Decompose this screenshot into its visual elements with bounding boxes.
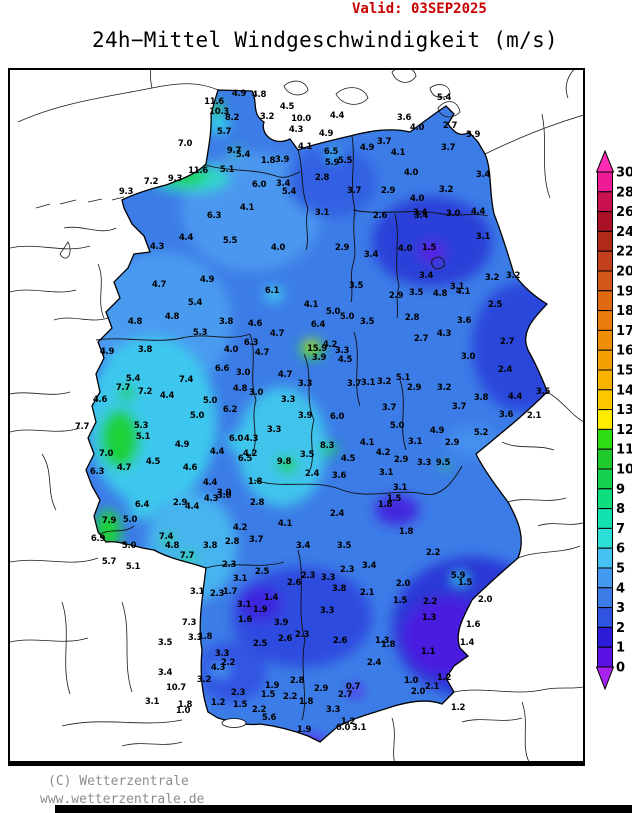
colorbar-segment	[597, 329, 613, 351]
colorbar-tick-label: 16	[616, 344, 632, 359]
map-frame	[8, 68, 585, 766]
berlin-outline	[431, 256, 445, 270]
page-title: 24h−Mittel Windgeschwindigkeit (m/s)	[92, 28, 558, 52]
colorbar-segment	[597, 527, 613, 549]
colorbar-tick-label: 12	[616, 423, 632, 438]
france-borders	[10, 557, 99, 563]
colorbar-tick-label: 13	[616, 403, 632, 418]
colorbar-segment	[597, 369, 613, 391]
colorbar-segment	[597, 211, 613, 232]
colorbar-segment	[597, 428, 613, 450]
colorbar-tick-label: 0	[616, 661, 625, 676]
colorbar-segment	[597, 646, 613, 668]
colorbar-tick-label: 28	[616, 185, 632, 200]
colorbar-segment	[597, 389, 613, 411]
state-borders	[95, 135, 489, 721]
colorbar-tick-label: 22	[616, 245, 632, 260]
switzerland-borders	[61, 719, 183, 727]
colorbar-arrow-up	[595, 149, 615, 173]
colorbar-segment	[597, 626, 613, 648]
colorbar-segment	[597, 349, 613, 371]
colorbar-tick-label: 6	[616, 542, 625, 557]
colorbar-tick-label: 11	[616, 443, 632, 458]
polish-coast	[484, 114, 583, 155]
denmark-coast	[17, 83, 219, 123]
colorbar-segment	[597, 171, 613, 193]
colorbar-tick-label: 3	[616, 601, 625, 616]
colorbar-tick-label: 7	[616, 522, 625, 537]
wadden-islands	[35, 196, 125, 209]
colorbar-segment	[597, 567, 613, 589]
colorbar-segment	[597, 547, 613, 569]
colorbar-svg: 3028262422201918171615141312111098765432…	[595, 149, 632, 691]
colorbar-tick-label: 20	[616, 265, 632, 280]
germany-outline	[85, 89, 549, 743]
website: www.wetterzentrale.de	[40, 792, 205, 807]
czech-borders	[507, 497, 567, 503]
austria-borders	[453, 686, 583, 693]
colorbar-segment	[597, 250, 613, 272]
colorbar-tick-label: 8	[616, 502, 625, 517]
colorbar-tick-label: 18	[616, 304, 632, 319]
colorbar-segment	[597, 587, 613, 609]
colorbar-tick-label: 14	[616, 383, 632, 398]
belgium-borders	[10, 427, 81, 433]
bottom-bar	[55, 805, 632, 813]
colorbar-segment	[597, 508, 613, 529]
colorbar-tick-label: 24	[616, 225, 632, 240]
danish-islands	[283, 80, 309, 96]
colorbar-tick-label: 26	[616, 205, 632, 220]
valid-date: Valid: 03SEP2025	[352, 1, 487, 17]
neighbour-borders	[10, 70, 583, 761]
copyright: (C) Wetterzentrale	[48, 774, 189, 789]
colorbar-tick-label: 9	[616, 482, 625, 497]
colorbar-segment	[597, 270, 613, 292]
colorbar-tick-label: 15	[616, 364, 632, 379]
colorbar-segment	[597, 448, 613, 470]
colorbar-segment	[597, 409, 613, 430]
colorbar-tick-label: 10	[616, 463, 632, 478]
colorbar-tick-label: 19	[616, 284, 632, 299]
colorbar-segment	[597, 230, 613, 252]
ruegen-island	[437, 101, 461, 118]
colorbar-segment	[597, 468, 613, 490]
colorbar: 30 28 26 24 22 20 19 18 17 16 15 14 13 12 11 10 9 8 7 6 5 4 3 2…	[595, 149, 632, 710]
colorbar-arrow-down	[595, 666, 615, 691]
netherlands-borders	[10, 245, 91, 250]
lake-constance	[221, 718, 247, 728]
colorbar-segment	[597, 290, 613, 312]
germany-wind-map	[10, 70, 583, 761]
colorbar-segment	[597, 310, 613, 331]
colorbar-tick-label: 2	[616, 621, 625, 636]
colorbar-segment	[597, 191, 613, 213]
colorbar-segment	[597, 488, 613, 510]
colorbar-tick-label: 4	[616, 581, 625, 596]
colorbar-tick-label: 30	[616, 166, 632, 181]
colorbar-segment	[597, 607, 613, 628]
colorbar-tick-label: 1	[616, 641, 625, 656]
colorbar-tick-label: 5	[616, 562, 625, 577]
colorbar-tick-label: 17	[616, 324, 632, 339]
